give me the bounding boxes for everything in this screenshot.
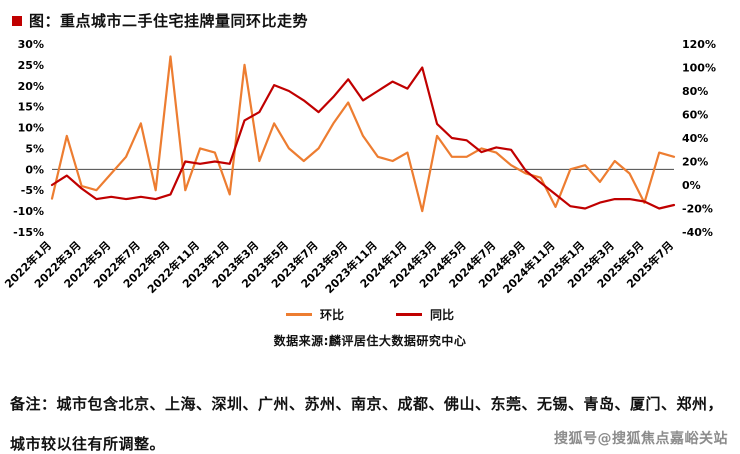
chart-area: 30% 25% 20% 15% 10% 5% 0% -5% -10% -15% 120% 100% 80… <box>0 32 740 304</box>
left-axis-tick-label: -5% <box>21 184 44 197</box>
right-axis-tick-label: 120% <box>682 38 716 51</box>
left-axis-tick-label: 30% <box>18 38 44 51</box>
watermark-text: 搜狐号@搜狐焦点嘉峪关站 <box>554 431 728 447</box>
chart-legend: 环比 同比 <box>0 306 740 323</box>
left-axis-tick-label: -10% <box>13 205 44 218</box>
yoy-legend-label: 同比 <box>430 308 455 322</box>
yoy-legend-swatch-icon <box>396 313 422 316</box>
line-chart: 30% 25% 20% 15% 10% 5% 0% -5% -10% -15% 120% 100% 80… <box>2 38 716 296</box>
mom-line <box>50 55 676 213</box>
footnote-line1: 备注：城市包含北京、上海、深圳、广州、苏州、南京、成都、佛山、东莞、无锡、青岛、… <box>10 395 724 413</box>
data-source-text: 数据来源:麟评居住大数据研究中心 <box>273 334 467 348</box>
legend-item-yoy: 同比 <box>396 306 454 323</box>
right-axis-tick-label: -40% <box>682 226 713 239</box>
source-row: 数据来源:麟评居住大数据研究中心 <box>0 330 740 349</box>
right-axis-tick-label: 60% <box>682 109 708 122</box>
mom-legend-label: 环比 <box>319 308 344 322</box>
legend-item-mom: 环比 <box>285 306 344 323</box>
footnote-line2: 城市较以往有所调整。 <box>10 435 166 453</box>
mom-legend-swatch-icon <box>285 313 312 316</box>
left-axis-tick-label: 10% <box>18 122 44 135</box>
right-axis-tick-label: 40% <box>682 132 708 145</box>
left-axis-tick-label: 0% <box>25 163 44 176</box>
left-axis-tick-label: 15% <box>18 101 44 114</box>
left-axis-tick-label: -15% <box>13 226 44 239</box>
right-axis-tick-label: 100% <box>682 62 716 75</box>
page-title: 图：重点城市二手住宅挂牌量同环比走势 <box>29 12 309 30</box>
right-axis-tick-label: -20% <box>682 203 713 216</box>
footnote: 备注：城市包含北京、上海、深圳、广州、苏州、南京、成都、佛山、东莞、无锡、青岛、… <box>10 384 732 454</box>
right-axis-tick-label: 20% <box>682 156 708 169</box>
title-square-icon <box>12 15 22 26</box>
left-axis-tick-label: 20% <box>18 80 44 93</box>
right-axis-tick-label: 80% <box>682 85 708 98</box>
chart-title-row: 图：重点城市二手住宅挂牌量同环比走势 <box>12 10 308 31</box>
left-axis-tick-label: 5% <box>25 142 44 155</box>
yoy-line <box>50 66 676 210</box>
left-axis-tick-label: 25% <box>18 59 44 72</box>
right-axis-tick-label: 0% <box>682 179 701 192</box>
